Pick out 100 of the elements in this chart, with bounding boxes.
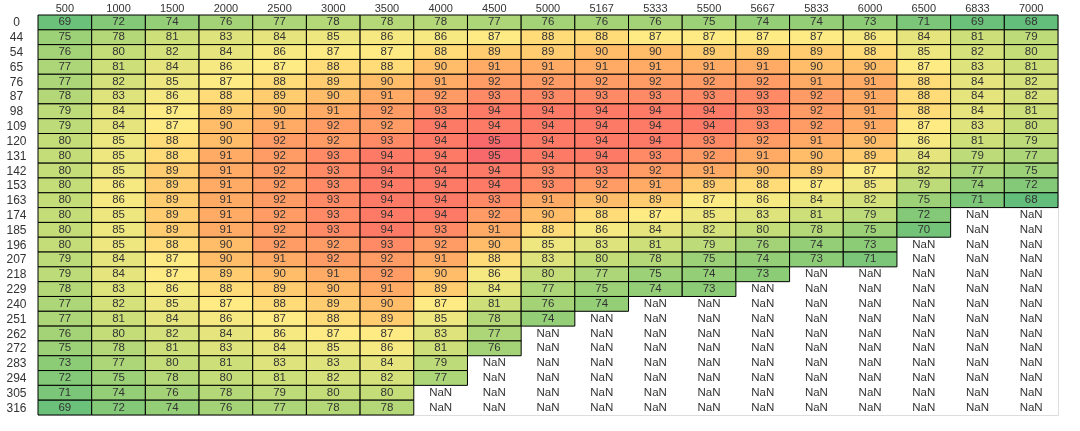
text: NaN xyxy=(697,311,721,324)
text: NaN xyxy=(482,385,506,398)
data-label: 76 xyxy=(595,15,609,28)
data-label: 91 xyxy=(380,89,394,102)
data-label: 93 xyxy=(326,163,340,176)
data-label: 89 xyxy=(487,45,501,58)
data-label: 87 xyxy=(648,30,662,43)
data-label: 93 xyxy=(702,89,716,102)
text: NaN xyxy=(965,222,989,235)
data-label: 79 xyxy=(971,148,984,161)
data-label: 94 xyxy=(648,104,663,117)
data-label: 75 xyxy=(112,370,125,383)
data-label: 91 xyxy=(326,104,340,117)
y-tick-label: 0 xyxy=(13,15,21,30)
data-label: 89 xyxy=(648,193,662,206)
data-label: 80 xyxy=(58,222,72,235)
text: NaN xyxy=(804,326,828,339)
data-label: 89 xyxy=(810,45,823,58)
data-label: 87 xyxy=(165,252,179,265)
data-label: 89 xyxy=(219,267,233,280)
data-label: 92 xyxy=(595,178,609,191)
data-label: 94 xyxy=(487,104,502,117)
data-label: 70 xyxy=(917,222,931,235)
text: NaN xyxy=(536,385,560,398)
data-label: 84 xyxy=(112,104,126,117)
data-label: 91 xyxy=(541,59,555,72)
data-label: 91 xyxy=(326,267,340,280)
data-label: 92 xyxy=(756,74,770,87)
data-label: 79 xyxy=(1024,30,1038,43)
data-label: 84 xyxy=(112,252,126,265)
data-label: 90 xyxy=(434,267,448,280)
data-label: 91 xyxy=(702,59,716,72)
data-label: 78 xyxy=(487,311,501,324)
data-label: 94 xyxy=(434,119,448,132)
text: NaN xyxy=(751,400,775,413)
data-label: 84 xyxy=(971,104,985,117)
y-tick-label: 294 xyxy=(6,370,27,385)
text: NaN xyxy=(858,267,882,280)
data-label: 77 xyxy=(273,400,286,413)
x-tick-label: 5333 xyxy=(643,1,668,14)
data-label: 84 xyxy=(971,89,985,102)
data-label: 90 xyxy=(434,59,448,72)
data-label: 76 xyxy=(165,385,179,398)
data-label: 82 xyxy=(1024,74,1038,87)
data-label: 94 xyxy=(434,208,448,220)
text: NaN xyxy=(697,326,721,339)
data-label: 83 xyxy=(219,30,233,43)
data-label: 93 xyxy=(326,208,340,220)
text: NaN xyxy=(1019,311,1043,324)
data-label: 79 xyxy=(273,385,286,398)
data-label: 74 xyxy=(595,296,609,309)
text: NaN xyxy=(482,370,506,383)
data-label: 80 xyxy=(58,148,72,161)
data-label: 94 xyxy=(434,148,448,161)
x-tick-label: 2500 xyxy=(267,1,292,14)
data-label: 88 xyxy=(165,237,179,250)
data-label: 93 xyxy=(380,133,394,146)
data-label: 80 xyxy=(326,385,340,398)
data-label: 81 xyxy=(810,208,823,220)
data-label: 76 xyxy=(219,400,233,413)
data-label: 85 xyxy=(863,178,877,191)
data-label: 85 xyxy=(112,133,125,146)
data-label: 95 xyxy=(487,148,501,161)
data-label: 89 xyxy=(810,163,823,176)
data-label: 88 xyxy=(165,133,179,146)
data-label: 87 xyxy=(702,30,716,43)
data-label: 90 xyxy=(273,267,286,280)
data-label: 94 xyxy=(380,193,394,206)
data-label: 92 xyxy=(273,193,286,206)
text: NaN xyxy=(536,400,560,413)
data-label: 92 xyxy=(380,119,394,132)
data-label: 81 xyxy=(273,370,286,383)
data-label: 74 xyxy=(112,385,126,398)
data-label: 77 xyxy=(487,326,501,339)
text: NaN xyxy=(697,400,721,413)
data-label: 86 xyxy=(434,30,448,43)
text: NaN xyxy=(912,341,936,354)
data-label: 91 xyxy=(863,104,877,117)
data-label: 82 xyxy=(1024,89,1038,102)
data-label: 81 xyxy=(487,296,501,309)
data-label: 80 xyxy=(541,267,555,280)
data-label: 80 xyxy=(1024,119,1038,132)
x-tick-label: 1000 xyxy=(106,1,131,14)
text: NaN xyxy=(912,296,936,309)
data-label: 85 xyxy=(112,237,125,250)
text: NaN xyxy=(697,356,721,369)
data-label: 90 xyxy=(380,296,394,309)
data-label: 80 xyxy=(380,385,394,398)
data-label: 80 xyxy=(58,163,72,176)
data-label: 89 xyxy=(380,311,394,324)
data-label: 73 xyxy=(756,267,770,280)
data-label: 77 xyxy=(487,15,501,28)
data-label: 92 xyxy=(273,178,286,191)
data-label: 87 xyxy=(380,326,394,339)
data-label: 69 xyxy=(58,400,72,413)
data-label: 87 xyxy=(165,119,179,132)
text: NaN xyxy=(912,326,936,339)
data-label: 92 xyxy=(756,133,770,146)
text: NaN xyxy=(643,370,667,383)
data-label: 85 xyxy=(541,237,555,250)
